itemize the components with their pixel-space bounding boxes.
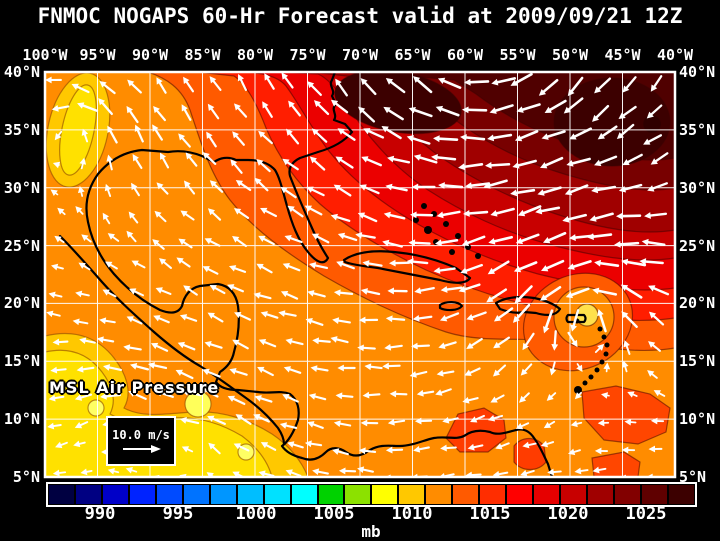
lat-label-right: 20°N xyxy=(679,294,720,312)
island-dot xyxy=(455,233,461,239)
colorbar-tick: 995 xyxy=(143,504,213,524)
lat-label-right: 35°N xyxy=(679,121,720,139)
colorbar-cell xyxy=(238,485,263,504)
lat-label-right: 25°N xyxy=(679,237,720,255)
colorbar-cell xyxy=(76,485,101,504)
colorbar-tick: 1005 xyxy=(299,504,369,524)
colorbar-cell xyxy=(588,485,613,504)
colorbar-cell xyxy=(507,485,532,504)
colorbar-tick: 1025 xyxy=(611,504,681,524)
lat-label-right: 30°N xyxy=(679,179,720,197)
colorbar-cell xyxy=(319,485,344,504)
lat-label-left: 40°N xyxy=(0,63,40,81)
colorbar-cell xyxy=(211,485,236,504)
lat-label-left: 10°N xyxy=(0,410,40,428)
colorbar-tick: 1020 xyxy=(533,504,603,524)
colorbar-cell xyxy=(184,485,209,504)
pressure-contour-region xyxy=(88,400,104,416)
colorbar-tick: 1000 xyxy=(221,504,291,524)
island-dot xyxy=(595,368,600,373)
colorbar-cell xyxy=(49,485,74,504)
lat-label-left: 30°N xyxy=(0,179,40,197)
lat-label-right: 10°N xyxy=(679,410,720,428)
colorbar-cell xyxy=(642,485,667,504)
island-dot xyxy=(600,360,605,365)
colorbar-cell xyxy=(480,485,505,504)
lat-label-left: 20°N xyxy=(0,294,40,312)
wind-speed-value: 10.0 m/s xyxy=(112,428,170,442)
colorbar-cell xyxy=(615,485,640,504)
lat-label-right: 40°N xyxy=(679,63,720,81)
lat-label-left: 15°N xyxy=(0,352,40,370)
island-dot xyxy=(475,253,481,259)
variable-label: MSL Air Pressure xyxy=(49,378,219,397)
colorbar-cell xyxy=(292,485,317,504)
colorbar-tick: 1015 xyxy=(455,504,525,524)
island-dot xyxy=(583,381,588,386)
island-dot xyxy=(589,375,594,380)
lon-label: 40°W xyxy=(643,46,707,64)
colorbar-tick: 1010 xyxy=(377,504,447,524)
chart-title: FNMOC NOGAPS 60-Hr Forecast valid at 200… xyxy=(0,4,720,28)
island-dot xyxy=(605,343,610,348)
colorbar-cell xyxy=(157,485,182,504)
colorbar-cell xyxy=(426,485,451,504)
lat-label-left: 35°N xyxy=(0,121,40,139)
wind-legend-arrow-icon xyxy=(117,443,165,455)
colorbar-cell xyxy=(669,485,694,504)
colorbar-unit-label: mb xyxy=(341,522,401,541)
island-dot xyxy=(424,226,432,234)
island-dot xyxy=(449,249,455,255)
colorbar-cell xyxy=(453,485,478,504)
colorbar-cell xyxy=(372,485,397,504)
island-dot xyxy=(602,335,607,340)
colorbar-tick: 990 xyxy=(65,504,135,524)
island-dot xyxy=(421,203,427,209)
wind-speed-legend: 10.0 m/s xyxy=(106,416,176,466)
colorbar-cell xyxy=(561,485,586,504)
colorbar-cell xyxy=(399,485,424,504)
pressure-contour-region xyxy=(514,439,546,470)
colorbar-cell xyxy=(265,485,290,504)
pressure-field-layer xyxy=(37,61,675,477)
lat-label-right: 15°N xyxy=(679,352,720,370)
lat-label-left: 5°N xyxy=(0,468,40,486)
colorbar-cell xyxy=(103,485,128,504)
colorbar-cell xyxy=(130,485,155,504)
island-dot xyxy=(604,352,609,357)
island-dot xyxy=(443,221,449,227)
lat-label-left: 25°N xyxy=(0,237,40,255)
island-dot xyxy=(598,327,603,332)
colorbar-cell xyxy=(345,485,370,504)
colorbar-cell xyxy=(534,485,559,504)
